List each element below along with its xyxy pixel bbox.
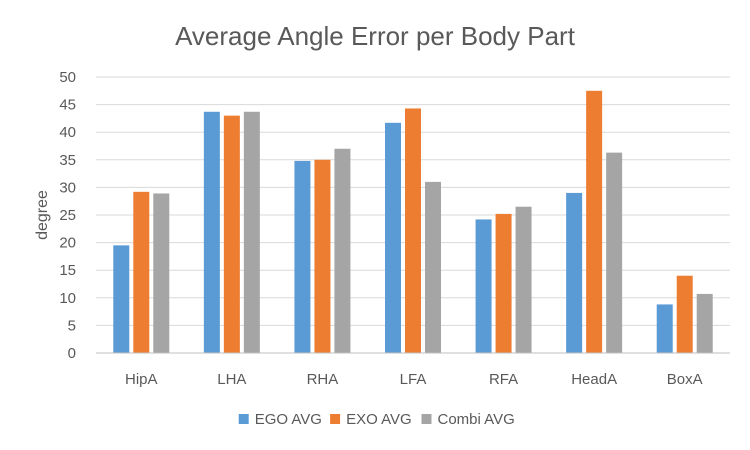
y-tick-label: 20 [59,235,76,252]
y-tick-label: 25 [59,207,76,224]
legend-label: EGO AVG [255,411,322,428]
bar-exo-avg-rha [314,159,331,353]
y-tick-label: 15 [59,262,76,279]
legend-swatch [421,414,432,424]
bar-ego-avg-boxa [656,304,673,353]
y-tick-label: 30 [59,179,76,196]
bar-combi-avg-rha [334,148,351,353]
bar-ego-avg-lha [203,111,220,353]
legend-swatch [330,414,341,424]
bar-combi-avg-heada [606,152,623,353]
bars [113,90,713,354]
legend-label: Combi AVG [438,411,515,428]
y-tick-label: 5 [68,317,76,334]
x-tick-label: RHA [307,371,339,388]
bar-exo-avg-boxa [676,275,693,353]
y-axis-ticks: 0 5 10 15 20 25 30 35 40 45 50 [59,69,76,362]
bar-ego-avg-heada [566,192,583,353]
bar-exo-avg-rfa [495,213,512,353]
bar-ego-avg-rfa [475,219,492,353]
bar-combi-avg-lfa [425,181,441,353]
chart-title: Average Angle Error per Body Part [175,21,576,51]
y-tick-label: 45 [59,97,76,114]
x-tick-label: HipA [125,371,158,388]
legend: EGO AVG EXO AVG Combi AVG [238,411,515,428]
x-tick-label: HeadA [571,371,617,388]
x-axis-ticks: HipA LHA RHA LFA RFA HeadA BoxA [125,371,703,388]
bar-combi-avg-boxa [696,293,713,353]
y-axis-label: degree [34,190,51,240]
x-tick-label: LHA [217,371,246,388]
x-tick-label: LFA [400,371,427,388]
y-tick-label: 35 [59,152,76,169]
bar-combi-avg-hipa [153,193,170,353]
bar-ego-avg-rha [294,160,311,353]
bar-ego-avg-lfa [385,122,401,353]
y-tick-label: 50 [59,69,76,86]
y-tick-label: 0 [68,345,76,362]
x-tick-label: BoxA [667,371,703,388]
bar-exo-avg-heada [586,90,603,354]
bar-combi-avg-lha [243,111,260,353]
bar-combi-avg-rfa [515,206,532,353]
bar-exo-avg-lfa [405,108,421,354]
y-tick-label: 40 [59,124,76,141]
bar-ego-avg-hipa [113,245,130,353]
y-tick-label: 10 [59,290,76,307]
legend-swatch [238,414,249,424]
bar-exo-avg-lha [223,115,240,353]
legend-label: EXO AVG [346,411,412,428]
bar-exo-avg-hipa [133,191,150,353]
x-tick-label: RFA [489,371,518,388]
